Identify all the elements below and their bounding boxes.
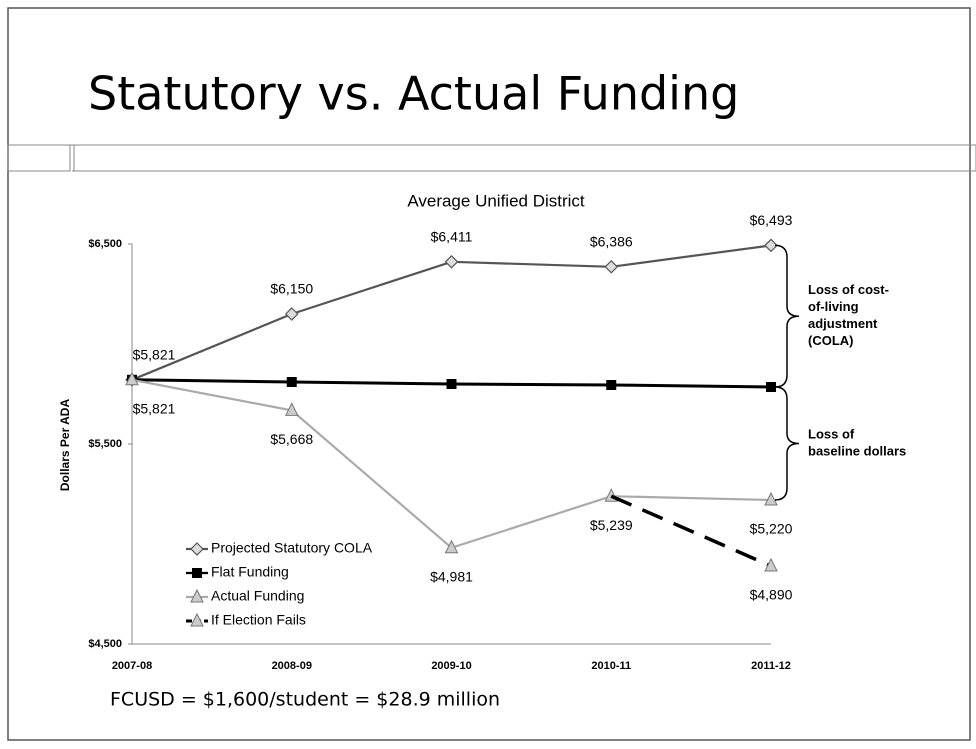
legend-marker-shape [190,612,204,627]
data-label: $5,821 [133,401,176,417]
x-tick-label: 2009-10 [431,660,471,672]
data-point [286,377,297,387]
y-tick-label: $5,500 [88,438,122,450]
annotation: adjustment [808,316,878,331]
y-tick-label: $4,500 [88,638,122,650]
data-point [446,379,457,389]
x-tick-label: 2008-09 [272,660,312,672]
annotation: of-living [808,299,859,314]
data-point [606,380,617,390]
brace [774,244,800,388]
data-point [444,539,459,554]
legend-marker-shape [192,568,202,578]
data-point [444,254,459,269]
legend-label: Flat Funding [211,564,289,580]
footnote: FCUSD = $1,600/student = $28.9 million [110,689,500,711]
data-label: $5,668 [270,431,313,447]
data-label: $6,150 [270,281,313,297]
y-tick-label: $6,500 [88,238,122,250]
data-label: $6,386 [590,234,633,250]
legend-label: If Election Fails [211,612,306,628]
data-label: $5,220 [750,521,793,537]
chart-title: Average Unified District [407,191,585,210]
data-label: $5,239 [590,517,633,533]
annotation: Loss of [808,426,855,441]
data-label: $6,411 [431,229,473,245]
legend-marker-shape [190,542,204,556]
brace [774,386,800,501]
annotation: baseline dollars [808,443,906,458]
header-rule [7,144,976,172]
slide-frame [7,7,971,741]
data-point [764,238,778,253]
data-label: $6,493 [750,212,793,228]
data-point [284,402,299,416]
data-point [764,491,778,506]
x-tick-label: 2007-08 [112,660,152,672]
data-label: $4,981 [430,569,473,585]
y-axis-label: Dollars Per ADA [58,399,72,492]
data-label: $4,890 [750,587,793,603]
x-tick-label: 2010-11 [591,660,631,672]
data-label: $5,821 [133,347,176,363]
data-point [604,259,619,274]
legend-label: Projected Statutory COLA [211,540,373,556]
legend-marker-shape [190,588,204,603]
x-tick-label: 2011-12 [751,660,791,672]
series-line [610,494,772,568]
data-point [284,307,299,321]
annotation: Loss of cost- [808,282,889,297]
data-point [764,557,778,572]
data-point [125,371,139,386]
legend-label: Actual Funding [211,588,304,604]
data-point [766,382,776,392]
annotation: (COLA) [808,333,854,348]
slide-title: Statutory vs. Actual Funding [88,67,739,121]
